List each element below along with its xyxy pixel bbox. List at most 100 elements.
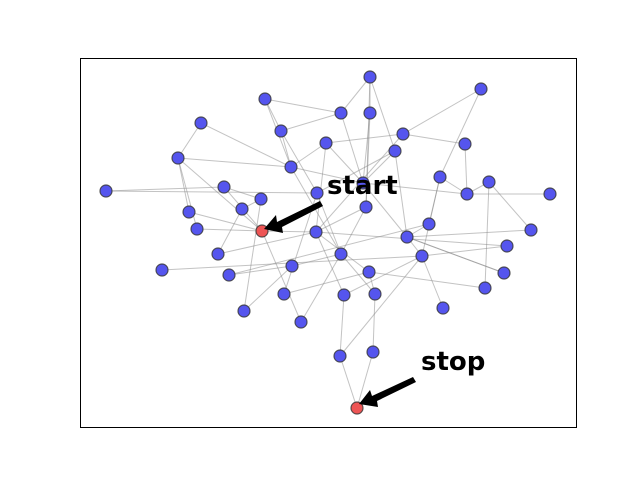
graph-node — [211, 247, 225, 261]
graph-edge — [300, 253, 342, 323]
graph-edge — [291, 253, 342, 267]
graph-edge — [406, 229, 532, 238]
graph-edge — [105, 186, 225, 192]
graph-node — [190, 222, 204, 236]
graph-edge — [428, 176, 441, 225]
graph-edge — [464, 143, 468, 195]
graph-node — [433, 170, 447, 184]
graph-edge — [290, 166, 364, 184]
graph-edge — [283, 271, 370, 295]
graph-node — [334, 247, 348, 261]
graph-node — [388, 144, 402, 158]
graph-node — [356, 176, 370, 190]
graph-node — [155, 263, 169, 277]
graph-node — [482, 175, 496, 189]
graph-edge — [372, 293, 376, 353]
graph-node — [284, 160, 298, 174]
graph-edge — [228, 223, 430, 276]
graph-node — [359, 200, 373, 214]
stop-label: stop — [421, 347, 485, 377]
graph-node — [254, 192, 268, 206]
graph-node — [171, 151, 185, 165]
graph-edge — [264, 98, 342, 114]
graph-edge — [343, 255, 423, 296]
graph-node — [235, 202, 249, 216]
graph-edge — [340, 206, 367, 255]
graph-edge — [315, 206, 367, 233]
graph-edge — [325, 133, 404, 144]
graph-node — [277, 287, 291, 301]
graph-node — [363, 106, 377, 120]
graph-edge — [280, 112, 342, 132]
graph-edge — [290, 166, 342, 255]
graph-edge — [325, 142, 364, 184]
graph-node — [362, 265, 376, 279]
graph-edge — [339, 255, 423, 357]
graph-edge — [362, 112, 371, 184]
graph-edge — [188, 211, 263, 232]
graph-node — [274, 124, 288, 138]
graph-edge — [200, 122, 292, 168]
graph-edge — [177, 122, 202, 159]
graph-node — [458, 137, 472, 151]
graph-edge — [339, 355, 358, 409]
graph-edge — [316, 150, 396, 194]
highlighted-node — [350, 401, 364, 415]
graph-edge — [406, 236, 505, 274]
graph-edge — [356, 351, 374, 409]
graph-node — [334, 106, 348, 120]
stop-arrow — [359, 377, 416, 407]
graph-edge — [488, 181, 532, 231]
graph-edge — [402, 133, 466, 145]
graph-node — [99, 184, 113, 198]
graph-node — [258, 92, 272, 106]
graph-edge — [368, 271, 486, 289]
graph-node — [478, 281, 492, 295]
graph-node — [524, 223, 538, 237]
graph-node — [309, 225, 323, 239]
graph-edge — [315, 231, 345, 296]
graph-node — [294, 315, 308, 329]
graph-edge — [217, 231, 317, 255]
graph-edge — [315, 142, 327, 233]
graph-node — [363, 70, 377, 84]
graph-edge — [177, 157, 263, 232]
nodes-layer — [99, 70, 557, 415]
graph-node — [460, 187, 474, 201]
graph-edge — [105, 190, 318, 194]
graph-node — [310, 186, 324, 200]
graph-edge — [362, 182, 408, 238]
graph-edge — [261, 230, 317, 233]
graph-edge — [402, 88, 482, 135]
graph-node — [422, 217, 436, 231]
graph-node — [436, 301, 450, 315]
graph-node — [285, 259, 299, 273]
graph-edge — [421, 255, 444, 309]
graph-node — [217, 180, 231, 194]
graph-node — [182, 205, 196, 219]
graph-edge — [362, 182, 468, 195]
plot-frame — [80, 58, 577, 428]
graph-edge — [177, 157, 198, 230]
graph-node — [194, 116, 208, 130]
graph-edge — [439, 88, 482, 178]
graph-node — [337, 288, 351, 302]
graph-edge — [196, 228, 263, 232]
graph-edge — [340, 76, 371, 114]
graph-edge — [228, 265, 293, 276]
graph-node — [543, 187, 557, 201]
graph-edge — [484, 181, 490, 289]
graph-edge — [177, 157, 190, 213]
graph-edge — [394, 150, 408, 238]
graph-node — [400, 230, 414, 244]
annotations-layer: start stop — [264, 171, 485, 407]
graph-edge — [362, 150, 396, 184]
graph-node — [474, 82, 488, 96]
graph-edge — [365, 112, 371, 208]
graph-edge — [369, 76, 396, 152]
graph-node — [319, 136, 333, 150]
graph-node — [222, 268, 236, 282]
graph-node — [366, 345, 380, 359]
